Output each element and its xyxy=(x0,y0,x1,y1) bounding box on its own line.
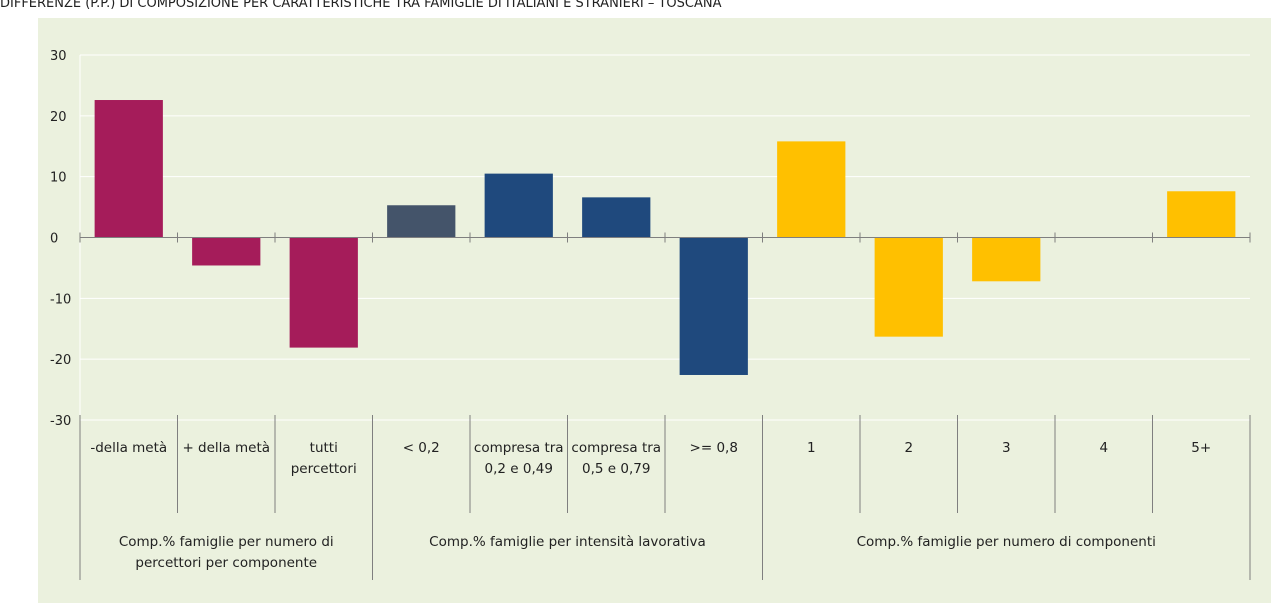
bar xyxy=(777,141,846,238)
x-tick-label: < 0,2 xyxy=(402,440,440,456)
y-tick-label: -30 xyxy=(50,414,71,429)
group-label: Comp.% famiglie per numero di componenti xyxy=(856,534,1156,550)
y-tick-label: 20 xyxy=(50,110,67,125)
x-tick-label: 1 xyxy=(806,440,816,456)
x-tick-label: 2 xyxy=(904,440,914,456)
y-tick-label: -10 xyxy=(50,292,71,307)
chart-title: DIFFERENZE (P.P.) DI COMPOSIZIONE PER CA… xyxy=(0,0,722,11)
bar xyxy=(387,205,456,238)
bar xyxy=(94,100,163,238)
x-tick-label: >= 0,8 xyxy=(689,440,738,456)
y-tick-label: 10 xyxy=(50,171,67,186)
bar xyxy=(484,173,553,238)
y-tick-label: 0 xyxy=(50,232,58,247)
bar xyxy=(192,237,261,266)
x-tick-label: 5+ xyxy=(1191,440,1212,456)
x-tick-label: compresa tra 0,5 e 0,79 xyxy=(571,440,662,477)
y-tick-label: 30 xyxy=(50,49,67,64)
x-tick-label: tutti percettori xyxy=(290,440,357,477)
bar xyxy=(582,197,651,238)
x-tick-label: 4 xyxy=(1099,440,1109,456)
x-tick-label: compresa tra 0,2 e 0,49 xyxy=(473,440,564,477)
y-tick-label: -20 xyxy=(50,353,71,368)
group-label: Comp.% famiglie per numero di percettori… xyxy=(118,534,334,571)
x-tick-label: + della metà xyxy=(182,440,271,456)
x-tick-label: 3 xyxy=(1001,440,1011,456)
group-label: Comp.% famiglie per intensità lavorativa xyxy=(429,534,706,550)
bar xyxy=(679,237,748,375)
bar xyxy=(972,237,1041,282)
bar xyxy=(1167,191,1236,238)
chart-background xyxy=(38,18,1271,603)
x-tick-label: -della metà xyxy=(90,440,168,456)
bar xyxy=(874,237,943,337)
bar xyxy=(289,237,358,348)
